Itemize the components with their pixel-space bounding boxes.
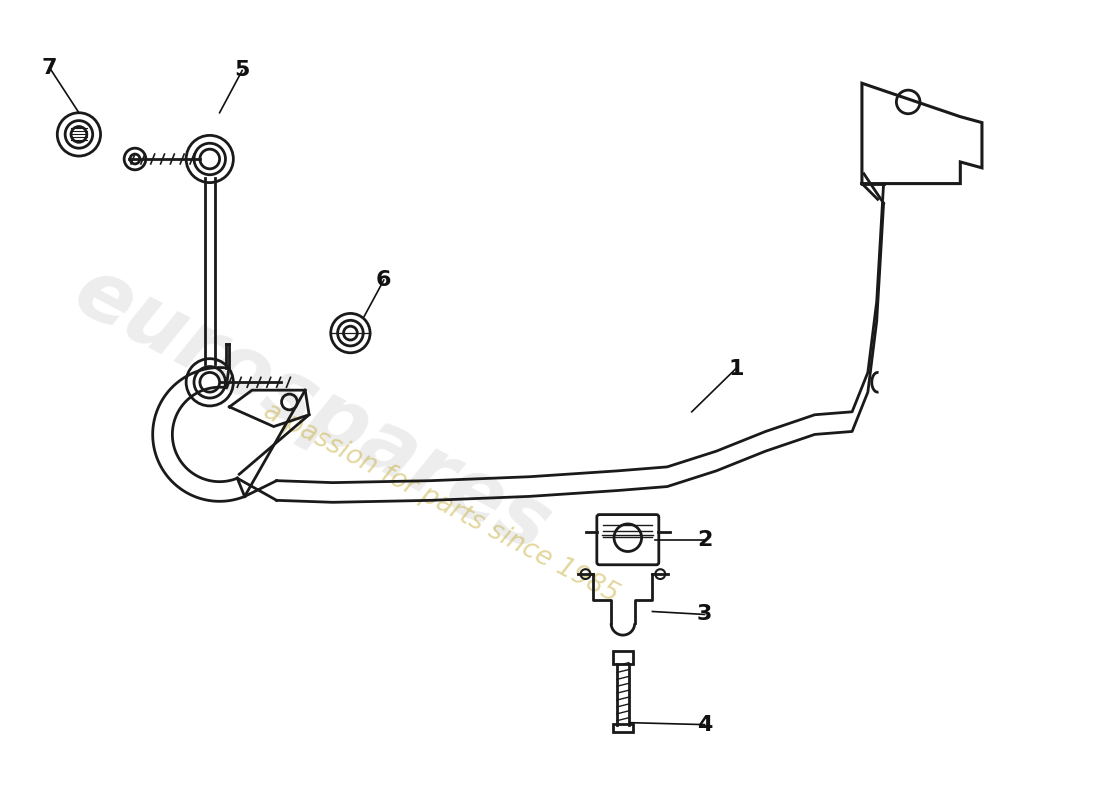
Bar — [613, 724, 632, 733]
Text: 4: 4 — [697, 714, 712, 734]
Text: 1: 1 — [728, 358, 744, 378]
Text: 3: 3 — [697, 605, 712, 625]
Text: 2: 2 — [697, 530, 712, 550]
Text: 5: 5 — [234, 61, 250, 81]
Text: 7: 7 — [42, 58, 57, 78]
Text: 6: 6 — [376, 270, 392, 290]
Text: eurospares: eurospares — [62, 250, 564, 570]
Bar — [613, 651, 632, 664]
Text: a passion for parts since 1985: a passion for parts since 1985 — [258, 398, 623, 608]
